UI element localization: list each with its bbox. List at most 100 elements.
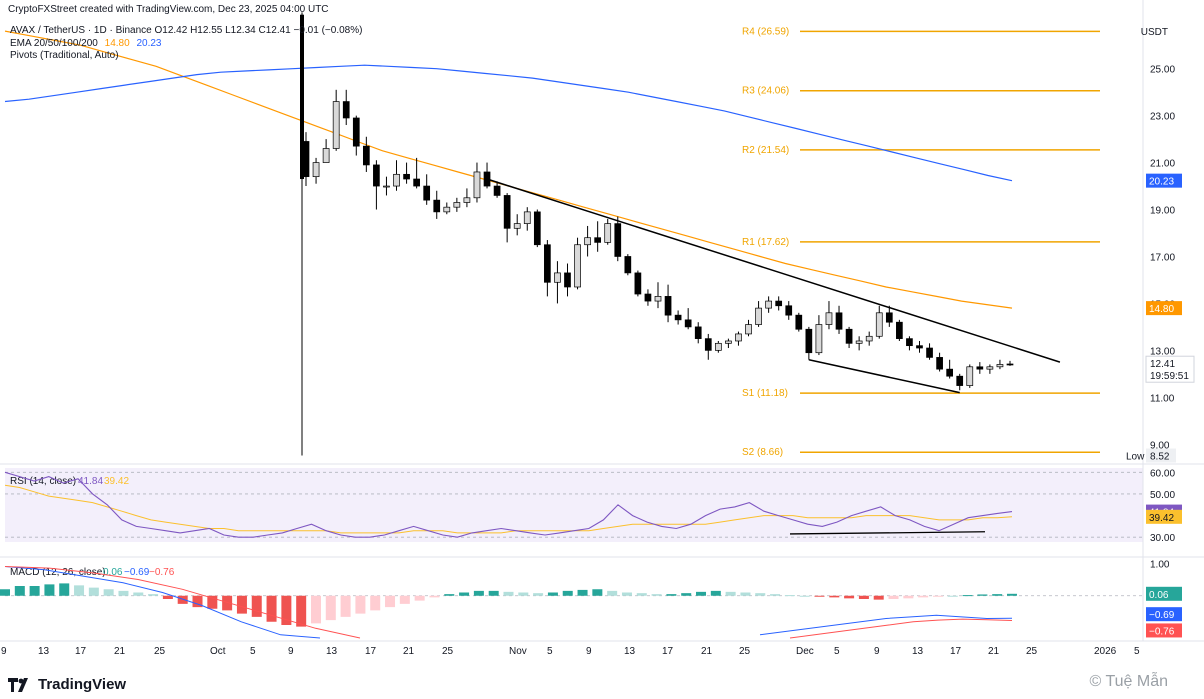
- x-axis-tick: 25: [739, 646, 751, 657]
- price-axis-tick: 25.00: [1150, 65, 1175, 76]
- ema-200-line: [4, 64, 1013, 182]
- pivots-label: Pivots (Traditional, Auto): [10, 50, 119, 61]
- macd-axis-tick: 1.00: [1150, 559, 1170, 570]
- x-axis-tick: 13: [912, 646, 924, 657]
- pivot-label: R2 (21.54): [742, 145, 789, 156]
- candle: [413, 178, 420, 187]
- rsi-title: RSI (14, close): [10, 476, 76, 487]
- macd-line-tag: −0.69: [1149, 610, 1175, 621]
- price-axis-tick: 9.00: [1150, 440, 1170, 451]
- candle: [614, 223, 622, 257]
- price-axis-tick: 19.00: [1150, 206, 1175, 217]
- macd-histogram-bar: [192, 595, 203, 608]
- macd-histogram-bar: [473, 590, 484, 596]
- macd-histogram-bar: [858, 595, 869, 599]
- ema-label: EMA 20/50/100/200: [10, 38, 98, 49]
- candle: [785, 305, 793, 316]
- x-axis-tick: 5: [1134, 646, 1140, 657]
- low-label: Low: [1126, 452, 1145, 463]
- ema-legend: EMA 20/50/100/200 14.80 20.23: [10, 38, 165, 49]
- candle: [403, 173, 410, 180]
- macd-histogram-bar: [918, 595, 929, 598]
- macd-histogram-bar: [44, 584, 55, 596]
- candle: [684, 319, 692, 328]
- macd-hist-tag-bg: [1146, 586, 1182, 601]
- pivot-label: R1 (17.62): [742, 237, 789, 248]
- ema-50-value: 14.80: [104, 38, 130, 49]
- macd-histogram-bar: [681, 593, 692, 596]
- candle: [765, 300, 772, 309]
- macd-histogram-bar: [429, 595, 440, 598]
- candle: [373, 164, 380, 187]
- x-axis-tick: 21: [403, 646, 415, 657]
- rsi-axis-tick: 60.00: [1150, 468, 1175, 479]
- macd-histogram-bar: [88, 587, 99, 596]
- x-axis-tick: 13: [326, 646, 338, 657]
- x-axis-tick: 17: [950, 646, 962, 657]
- macd-histogram-bar: [503, 591, 514, 596]
- x-axis-tick: 9: [288, 646, 294, 657]
- macd-histogram-bar: [888, 595, 899, 599]
- pivot-label: R3 (24.06): [742, 86, 789, 97]
- macd-histogram-bar: [14, 586, 25, 596]
- candle: [342, 101, 350, 119]
- candle: [936, 357, 943, 370]
- last-price-tag-bg: [1145, 355, 1195, 383]
- macd-histogram-bar: [829, 595, 840, 598]
- candle: [513, 223, 521, 229]
- x-axis-tick: 17: [662, 646, 674, 657]
- candle: [544, 244, 551, 283]
- macd-histogram-bar: [533, 593, 544, 596]
- signal-line-start: [4, 566, 361, 639]
- macd-histogram-bar: [399, 595, 410, 604]
- macd-histogram-bar: [947, 595, 958, 597]
- ema-200-tag-bg: [1146, 173, 1182, 188]
- x-axis-tick: 5: [250, 646, 256, 657]
- upper-trendline: [486, 178, 1061, 363]
- price-axis-tick: 17.00: [1150, 252, 1175, 263]
- candle: [946, 368, 954, 377]
- macd-histogram-bar: [74, 585, 85, 596]
- macd-histogram-bar: [236, 595, 247, 614]
- candle: [523, 211, 531, 224]
- candle: [906, 338, 913, 347]
- macd-histogram-bar: [770, 594, 781, 596]
- candle: [352, 117, 360, 147]
- ema-50-tag: 14.80: [1149, 304, 1174, 315]
- candle: [735, 333, 742, 342]
- macd-histogram-bar: [651, 594, 662, 596]
- macd-line-value: −0.69: [124, 567, 150, 578]
- macd-line-start: [4, 566, 321, 639]
- candle: [302, 141, 310, 178]
- macd-signal-tag: −0.76: [1149, 626, 1175, 637]
- candle: [885, 312, 893, 323]
- macd-histogram-bar: [340, 595, 351, 617]
- macd-hist-tag: 0.06: [1149, 590, 1169, 601]
- tradingview-brand[interactable]: TradingView: [8, 676, 126, 693]
- candle: [383, 185, 390, 188]
- macd-histogram-bar: [518, 592, 529, 596]
- macd-histogram-bar: [932, 595, 943, 597]
- macd-histogram-bar: [281, 595, 292, 625]
- rsi-ma-line: [4, 484, 1013, 534]
- candle: [483, 171, 491, 187]
- candle: [956, 375, 964, 386]
- macd-histogram-bar: [310, 595, 321, 624]
- macd-histogram-bar: [992, 594, 1003, 596]
- candle: [463, 197, 471, 203]
- pivot-label: S2 (8.66): [742, 447, 783, 458]
- pivot-label: R4 (26.59): [742, 26, 789, 37]
- macd-histogram-bar: [844, 595, 855, 599]
- chart-credit: CryptoFXStreet created with TradingView.…: [8, 4, 329, 15]
- macd-histogram-bar: [118, 590, 129, 596]
- x-axis-tick: 21: [114, 646, 126, 657]
- candle: [926, 347, 933, 358]
- candle: [664, 296, 672, 316]
- macd-histogram-bar: [296, 595, 307, 627]
- candle: [986, 366, 994, 370]
- macd-histogram-bar: [607, 590, 618, 596]
- candle: [875, 312, 883, 337]
- x-axis-tick: 13: [624, 646, 636, 657]
- candle: [694, 326, 702, 339]
